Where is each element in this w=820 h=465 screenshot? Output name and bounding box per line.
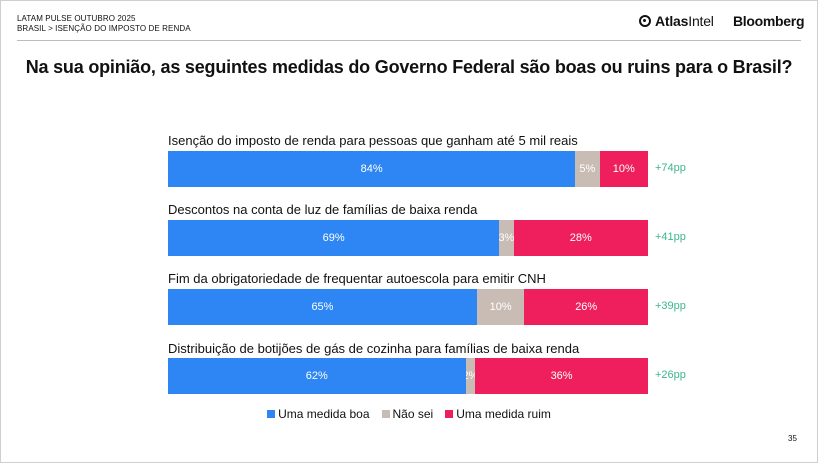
- net-difference-label: +41pp: [655, 231, 686, 243]
- category-label: Distribuição de botijões de gás de cozin…: [168, 341, 580, 356]
- data-label: 62%: [305, 370, 328, 382]
- bar-segment-boa: 69%: [168, 220, 500, 256]
- chart-legend: Uma medida boa Não sei Uma medida ruim: [0, 407, 818, 421]
- bar-segment-boa: 62%: [168, 358, 466, 394]
- bar-segment-boa: 84%: [168, 151, 576, 187]
- legend-label: Uma medida ruim: [456, 407, 551, 421]
- legend-label: Não sei: [392, 407, 434, 421]
- bar-segment-nao-sei: 5%: [575, 151, 600, 187]
- data-label: 69%: [322, 232, 345, 244]
- legend-swatch: [381, 410, 390, 418]
- data-label: 10%: [612, 163, 635, 175]
- data-label: 65%: [311, 301, 334, 313]
- chart-title: Na sua opinião, as seguintes medidas do …: [25, 57, 793, 77]
- legend-item-nao-sei: Não sei: [381, 407, 434, 421]
- bar-segment-ruim: 28%: [513, 220, 648, 256]
- category-label: Descontos na conta de luz de famílias de…: [168, 202, 478, 217]
- data-label: 36%: [550, 370, 573, 382]
- net-difference-label: +74pp: [655, 162, 686, 174]
- bar-row: 65% 10% 26%: [168, 289, 648, 325]
- atlasintel-logo-text-a: Atlas: [655, 13, 689, 29]
- header-section-path: BRASIL > ISENÇÃO DO IMPOSTO DE RENDA: [17, 24, 191, 33]
- net-difference-label: +39pp: [655, 300, 686, 312]
- category-label: Fim da obrigatoriedade de frequentar aut…: [168, 271, 546, 286]
- atlasintel-logo-icon: [639, 15, 651, 27]
- bar-row: 84% 5% 10%: [168, 151, 648, 187]
- atlasintel-logo-text-b: Intel: [688, 13, 714, 29]
- data-label: 10%: [489, 301, 512, 313]
- bar-segment-boa: 65%: [168, 289, 477, 325]
- data-label: 5%: [579, 163, 596, 175]
- bar-segment-ruim: 36%: [475, 358, 648, 394]
- data-label: 84%: [360, 163, 383, 175]
- bar-segment-nao-sei: 2%: [465, 358, 476, 394]
- page-number: 35: [788, 434, 797, 443]
- header-breadcrumb: LATAM PULSE OUTUBRO 2025 BRASIL > ISENÇÃ…: [17, 14, 191, 34]
- bar-row: 69% 3% 28%: [168, 220, 648, 256]
- category-label: Isenção do imposto de renda para pessoas…: [168, 133, 578, 148]
- data-label: 28%: [569, 232, 592, 244]
- legend-swatch: [445, 410, 454, 418]
- header-divider: [17, 40, 801, 41]
- bloomberg-logo: Bloomberg: [733, 13, 805, 29]
- legend-item-ruim: Uma medida ruim: [445, 407, 551, 421]
- legend-label: Uma medida boa: [278, 407, 370, 421]
- data-label: 2%: [466, 370, 476, 382]
- net-difference-label: +26pp: [655, 369, 686, 381]
- bar-segment-ruim: 26%: [524, 289, 648, 325]
- legend-swatch: [267, 410, 276, 418]
- atlasintel-logo: Atlas Intel: [639, 13, 714, 29]
- data-label: 3%: [499, 232, 514, 244]
- bar-row: 62% 2% 36%: [168, 358, 648, 394]
- bar-segment-nao-sei: 10%: [476, 289, 525, 325]
- header-survey-name: LATAM PULSE OUTUBRO 2025: [17, 14, 136, 23]
- data-label: 26%: [575, 301, 598, 313]
- legend-item-boa: Uma medida boa: [267, 407, 370, 421]
- bar-segment-nao-sei: 3%: [499, 220, 514, 256]
- bar-segment-ruim: 10%: [599, 151, 648, 187]
